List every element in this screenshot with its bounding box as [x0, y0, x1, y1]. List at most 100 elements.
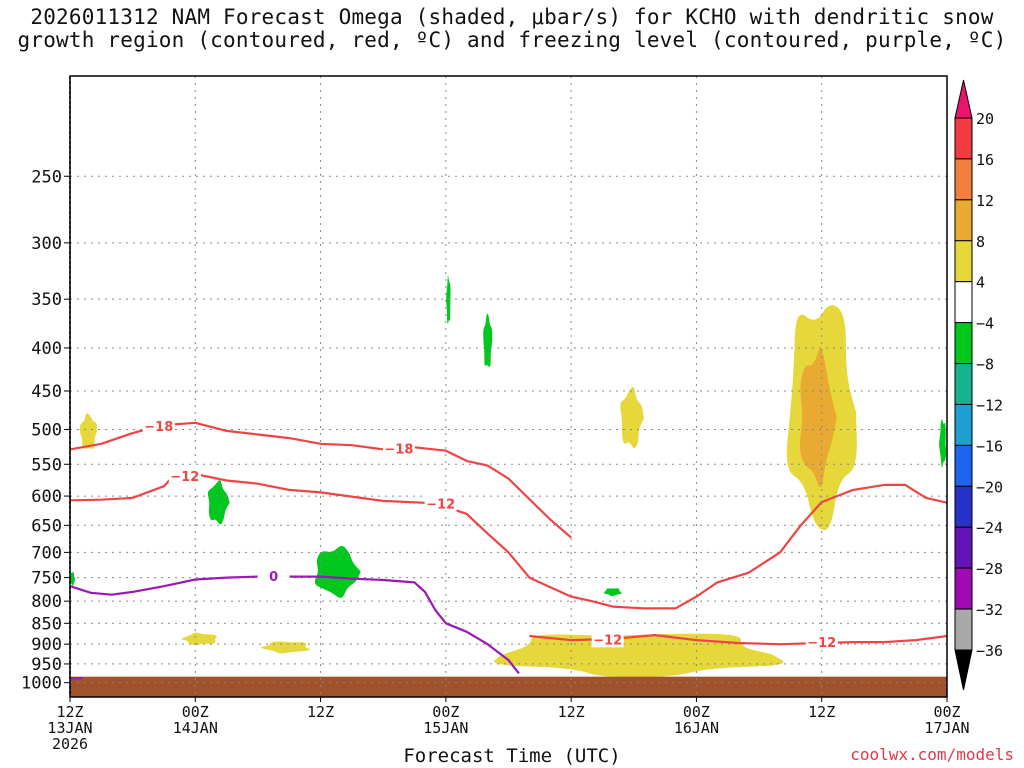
contour-label-m12-a: −12: [170, 470, 199, 485]
colorbar-label-8: −16: [976, 437, 1003, 455]
y-tick-label-500: 500: [31, 420, 62, 440]
omega-region-4: [181, 632, 217, 646]
contour-label-m12-a-bg: [168, 468, 201, 485]
x-tick-label-4-0: 12Z: [558, 703, 585, 721]
chart-title-line1: 2026011312 NAM Forecast Omega (shaded, μ…: [30, 5, 994, 29]
x-tick-label-2-0: 12Z: [307, 703, 334, 721]
omega-region-8: [207, 480, 230, 525]
x-tick-label-3-0: 00Z: [432, 703, 459, 721]
contour-label-freezing-0-bg: [257, 568, 290, 585]
y-tick-label-300: 300: [31, 234, 62, 254]
omega-region-1: [799, 348, 837, 488]
colorbar-box-9: [954, 485, 973, 528]
y-tick-label-700: 700: [31, 543, 62, 563]
colorbar-box-8: [954, 444, 973, 487]
contour-label-m12-b-group: −12: [424, 495, 457, 512]
contour-label-m12-b: −12: [426, 497, 455, 512]
y-tick-label-400: 400: [31, 339, 62, 359]
y-tick-label-600: 600: [31, 487, 62, 507]
y-tick-label-350: 350: [31, 290, 62, 310]
x-tick-label-0-2: 2026: [52, 735, 88, 753]
chart-title: 2026011312 NAM Forecast Omega (shaded, μ…: [0, 6, 1024, 52]
colorbar-label-10: −24: [976, 519, 1003, 537]
x-tick-label-5-1: 16JAN: [674, 719, 719, 737]
colorbar-box-1: [954, 158, 973, 201]
colorbar-box-11: [954, 567, 973, 610]
chart-title-line2: growth region (contoured, red, ºC) and f…: [17, 28, 1007, 52]
omega-region-13: [70, 571, 75, 587]
contour-label-freezing-0-group: 0: [257, 568, 290, 585]
y-tick-label-750: 750: [31, 569, 62, 589]
omega-region-11: [939, 419, 947, 468]
x-tick-label-0-0: 12Z: [56, 703, 83, 721]
colorbar-label-11: −28: [976, 560, 1003, 578]
omega-region-2: [620, 386, 644, 449]
colorbar-label-1: 16: [976, 151, 994, 169]
colorbar-label-3: 8: [976, 233, 985, 251]
y-tick-label-250: 250: [31, 167, 62, 187]
x-tick-label-7-1: 17JAN: [924, 719, 969, 737]
x-axis-title: Forecast Time (UTC): [403, 745, 621, 767]
colorbar-box-6: [954, 363, 973, 405]
contour-label-m18-b: −18: [384, 443, 413, 458]
omega-region-9: [483, 313, 493, 367]
colorbar-label-0: 20: [976, 110, 994, 128]
x-tick-label-0-1: 13JAN: [47, 719, 92, 737]
contour-label-m12-c-bg: [591, 631, 624, 648]
omega-region-3: [79, 413, 97, 449]
y-tick-label-850: 850: [31, 614, 62, 634]
contour-label-m12-c-group: −12: [591, 631, 624, 648]
contour-label-m12-b-bg: [424, 495, 457, 512]
colorbar-label-6: −8: [976, 356, 994, 374]
x-tick-label-5-0: 00Z: [683, 703, 710, 721]
contour-label-m18-b-bg: [382, 440, 415, 457]
contour-label-m12-d: −12: [807, 636, 836, 651]
y-tick-label-1000: 1000: [21, 674, 62, 694]
contour-label-m18-a-bg: [142, 417, 175, 434]
omega-region-7: [314, 545, 361, 598]
x-tick-label-7-0: 00Z: [933, 703, 960, 721]
colorbar-bottom-arrow: [954, 649, 973, 691]
contour-label-m12-a-group: −12: [168, 468, 201, 485]
colorbar-label-12: −32: [976, 601, 1003, 619]
credit-text: coolwx.com/models: [850, 745, 1014, 764]
colorbar-box-3: [954, 240, 973, 283]
contour-label-m18-b-group: −18: [382, 440, 415, 458]
contour-line-3: [69, 575, 520, 675]
x-tick-label-3-1: 15JAN: [423, 719, 468, 737]
colorbar-label-4: 4: [976, 274, 985, 292]
contour-label-freezing-0: 0: [269, 570, 278, 585]
colorbar-box-0: [954, 117, 973, 160]
y-tick-label-550: 550: [31, 455, 62, 475]
colorbar-label-13: −36: [976, 642, 1003, 660]
contour-label-m18-a-group: −18: [142, 417, 175, 435]
y-tick-label-800: 800: [31, 592, 62, 612]
y-tick-label-450: 450: [31, 382, 62, 402]
colorbar-label-9: −20: [976, 478, 1003, 496]
contour-line-1: [69, 473, 948, 610]
colorbar-box-10: [954, 526, 973, 569]
omega-region-12: [604, 588, 622, 596]
colorbar-box-5: [954, 322, 973, 365]
contour-label-m12-c: −12: [593, 633, 622, 648]
x-tick-label-1-1: 14JAN: [173, 719, 218, 737]
colorbar-top-arrow: [954, 79, 973, 119]
colorbar-label-2: 12: [976, 192, 994, 210]
contour-label-m18-a: −18: [144, 420, 173, 435]
colorbar-label-5: −4: [976, 315, 994, 333]
x-tick-label-1-0: 00Z: [182, 703, 209, 721]
omega-region-6: [494, 633, 784, 678]
colorbar-box-12: [954, 608, 973, 651]
contour-label-m12-d-group: −12: [805, 634, 838, 651]
ground-fill: [70, 676, 947, 697]
x-tick-label-6-0: 12Z: [808, 703, 835, 721]
contour-label-m12-d-bg: [805, 634, 838, 651]
colorbar-box-4: [954, 281, 973, 324]
y-tick-label-900: 900: [31, 635, 62, 655]
colorbar-label-7: −12: [976, 396, 1003, 414]
colorbar-box-2: [954, 199, 973, 242]
y-tick-label-950: 950: [31, 655, 62, 675]
y-tick-label-650: 650: [31, 516, 62, 536]
colorbar-box-7: [954, 403, 973, 446]
